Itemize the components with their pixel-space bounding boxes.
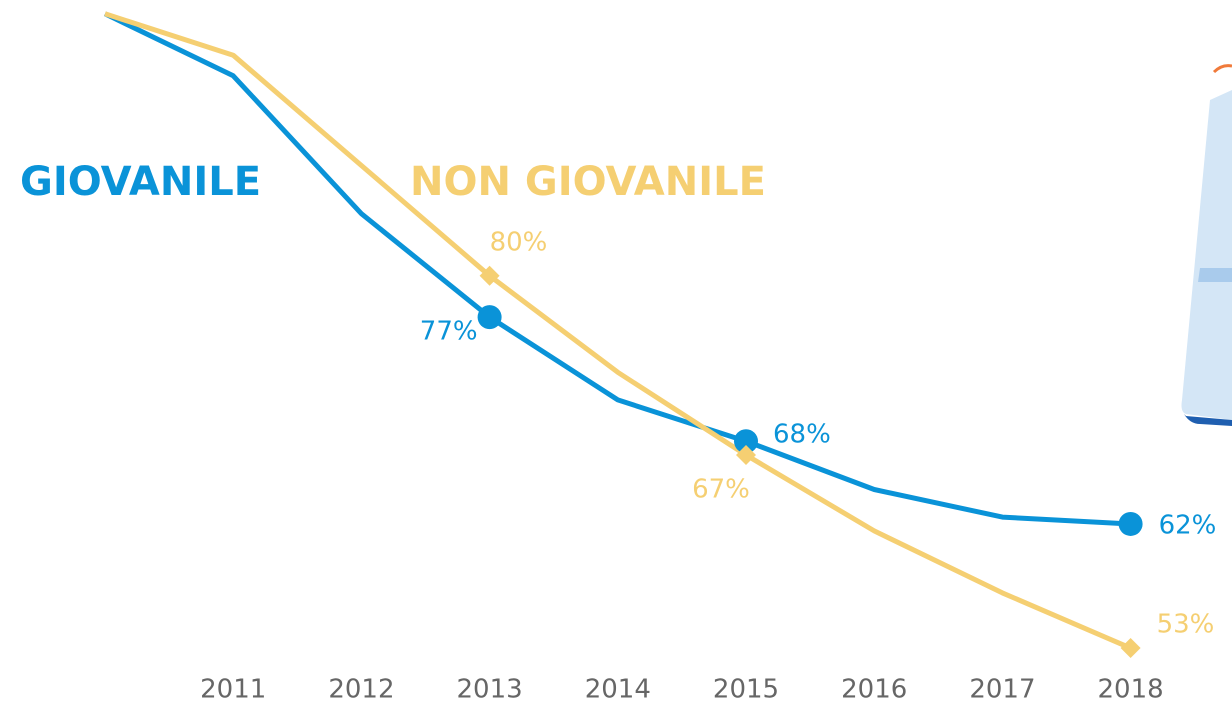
data-label: 77%: [420, 317, 478, 347]
decor-arc: [1212, 64, 1232, 74]
series-line: [104, 11, 1132, 651]
point-marker: [477, 305, 502, 330]
plot: 2011 2012 2013 2014 2015 2016 2017 2018 77% 68% 62…: [20, 11, 1217, 705]
decor-panel: [1181, 90, 1232, 420]
point-marker: [734, 429, 758, 454]
point-marker: [736, 445, 756, 466]
x-tick-label: 2015: [713, 675, 779, 705]
x-tick-label: 2016: [841, 675, 907, 705]
x-tick-label: 2018: [1098, 675, 1164, 705]
data-label: 68%: [773, 420, 831, 450]
x-tick-label: 2011: [200, 675, 266, 705]
legend-entry: NON GIOVANILE: [410, 159, 766, 205]
point-marker: [1118, 511, 1143, 536]
data-label: 62%: [1159, 510, 1217, 540]
decor-band: [1198, 268, 1232, 282]
x-tick-label: 2017: [969, 675, 1035, 705]
data-label: 53%: [1157, 610, 1215, 640]
illustration: [1181, 64, 1232, 426]
legend-entry: GIOVANILE: [20, 159, 261, 205]
data-label: 80%: [490, 227, 548, 257]
series-line: [103, 11, 1131, 527]
point-marker: [1120, 638, 1141, 659]
point-marker: [479, 265, 500, 286]
x-tick-label: 2014: [585, 675, 651, 705]
data-label: 67%: [692, 475, 750, 505]
decor-edge: [1184, 414, 1232, 426]
x-tick-label: 2013: [457, 675, 523, 705]
x-tick-label: 2012: [328, 675, 394, 705]
